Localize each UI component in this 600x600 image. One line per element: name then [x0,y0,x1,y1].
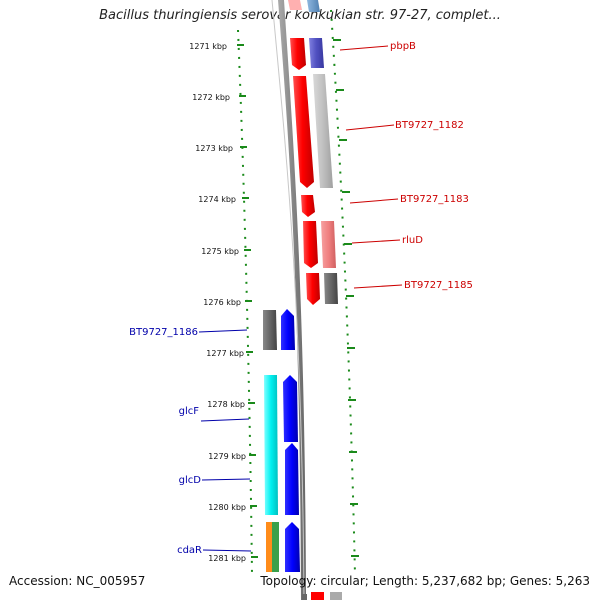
gene-cdaR-orange[interactable] [266,522,272,572]
gene-label: rluD [402,235,423,246]
gene-top-partial-2[interactable] [307,0,320,12]
tick-label: 1275 kbp [201,247,239,256]
tick-labels: 1271 kbp 1272 kbp 1273 kbp 1274 kbp 1275… [189,42,246,563]
gene-label: BT9727_1183 [400,194,469,205]
leader-lines-left [198,329,252,552]
tick-label: 1273 kbp [195,144,233,153]
gene-label: glcD [179,475,202,486]
gene-label: BT9727_1186 [129,327,198,338]
gene-label: pbpB [390,41,416,52]
tick-label: 1272 kbp [192,93,230,102]
tick-label: 1281 kbp [208,554,246,563]
gene-top-partial[interactable] [288,0,302,10]
tick-label: 1276 kbp [203,298,241,307]
gene-blue-cdaR[interactable] [285,522,300,572]
gene-blue-glcF[interactable] [283,375,298,442]
tick-label: 1280 kbp [208,503,246,512]
gene-label: glcF [179,406,200,417]
tick-label: 1274 kbp [198,195,236,204]
gene-pbpB[interactable] [309,38,324,68]
gene-glcF[interactable] [264,375,278,515]
leader-lines-right [339,45,403,289]
gene-BT9727_1185[interactable] [324,273,338,304]
gene-cdaR-green[interactable] [272,522,279,572]
tick-label: 1279 kbp [208,452,246,461]
gene-BT9727_1186[interactable] [263,310,277,350]
gene-rluD[interactable] [321,221,336,268]
gene-bottom-dark[interactable] [302,594,307,600]
gene-label: cdaR [177,545,202,556]
gene-red-rluD[interactable] [303,221,318,268]
gene-bottom-red[interactable] [311,592,324,600]
gene-labels-right: pbpB BT9727_1182 BT9727_1183 rluD BT9727… [390,41,473,291]
gene-red-1185[interactable] [306,273,320,305]
tick-label: 1278 kbp [207,400,245,409]
gene-label: BT9727_1185 [404,280,473,291]
gene-blue-1186[interactable] [281,309,295,350]
accession-text: Accession: NC_005957 [9,574,146,588]
gene-red-1181[interactable] [293,76,314,188]
gene-BT9727_1183[interactable] [301,195,315,217]
tick-label: 1271 kbp [189,42,227,51]
gene-bottom-gray[interactable] [330,592,342,600]
map-title: Bacillus thuringiensis serovar konkukian… [99,8,501,23]
gene-BT9727_1182[interactable] [313,74,333,188]
gene-labels-left: BT9727_1186 glcF glcD cdaR [129,327,202,556]
topology-text: Topology: circular; Length: 5,237,682 bp… [260,574,590,588]
reverse-genes [263,309,300,572]
gene-label: BT9727_1182 [395,120,464,131]
gene-pbpB-red[interactable] [290,38,306,70]
tick-dashes [237,39,359,558]
track-outline [271,0,305,600]
forward-genes [288,0,338,305]
gene-glcD[interactable] [285,443,299,515]
tick-label: 1277 kbp [206,349,244,358]
